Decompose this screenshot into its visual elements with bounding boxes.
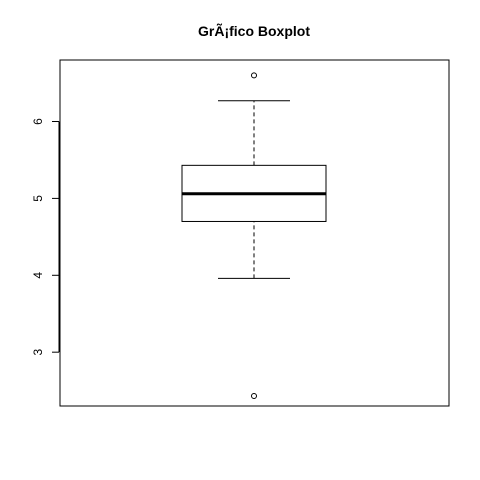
y-tick-label: 3 bbox=[31, 349, 45, 356]
y-tick-label: 5 bbox=[31, 195, 45, 202]
outlier-points bbox=[251, 72, 257, 400]
plot-frame bbox=[59, 59, 450, 407]
outlier-point bbox=[251, 72, 257, 79]
box-and-whiskers bbox=[181, 100, 327, 279]
chart-title: GrÃ¡fico Boxplot bbox=[198, 22, 310, 39]
outlier-point bbox=[251, 393, 257, 400]
y-tick-label: 6 bbox=[31, 118, 45, 125]
y-axis: 3 4 5 6 bbox=[31, 118, 59, 356]
y-tick-label: 4 bbox=[31, 272, 45, 279]
